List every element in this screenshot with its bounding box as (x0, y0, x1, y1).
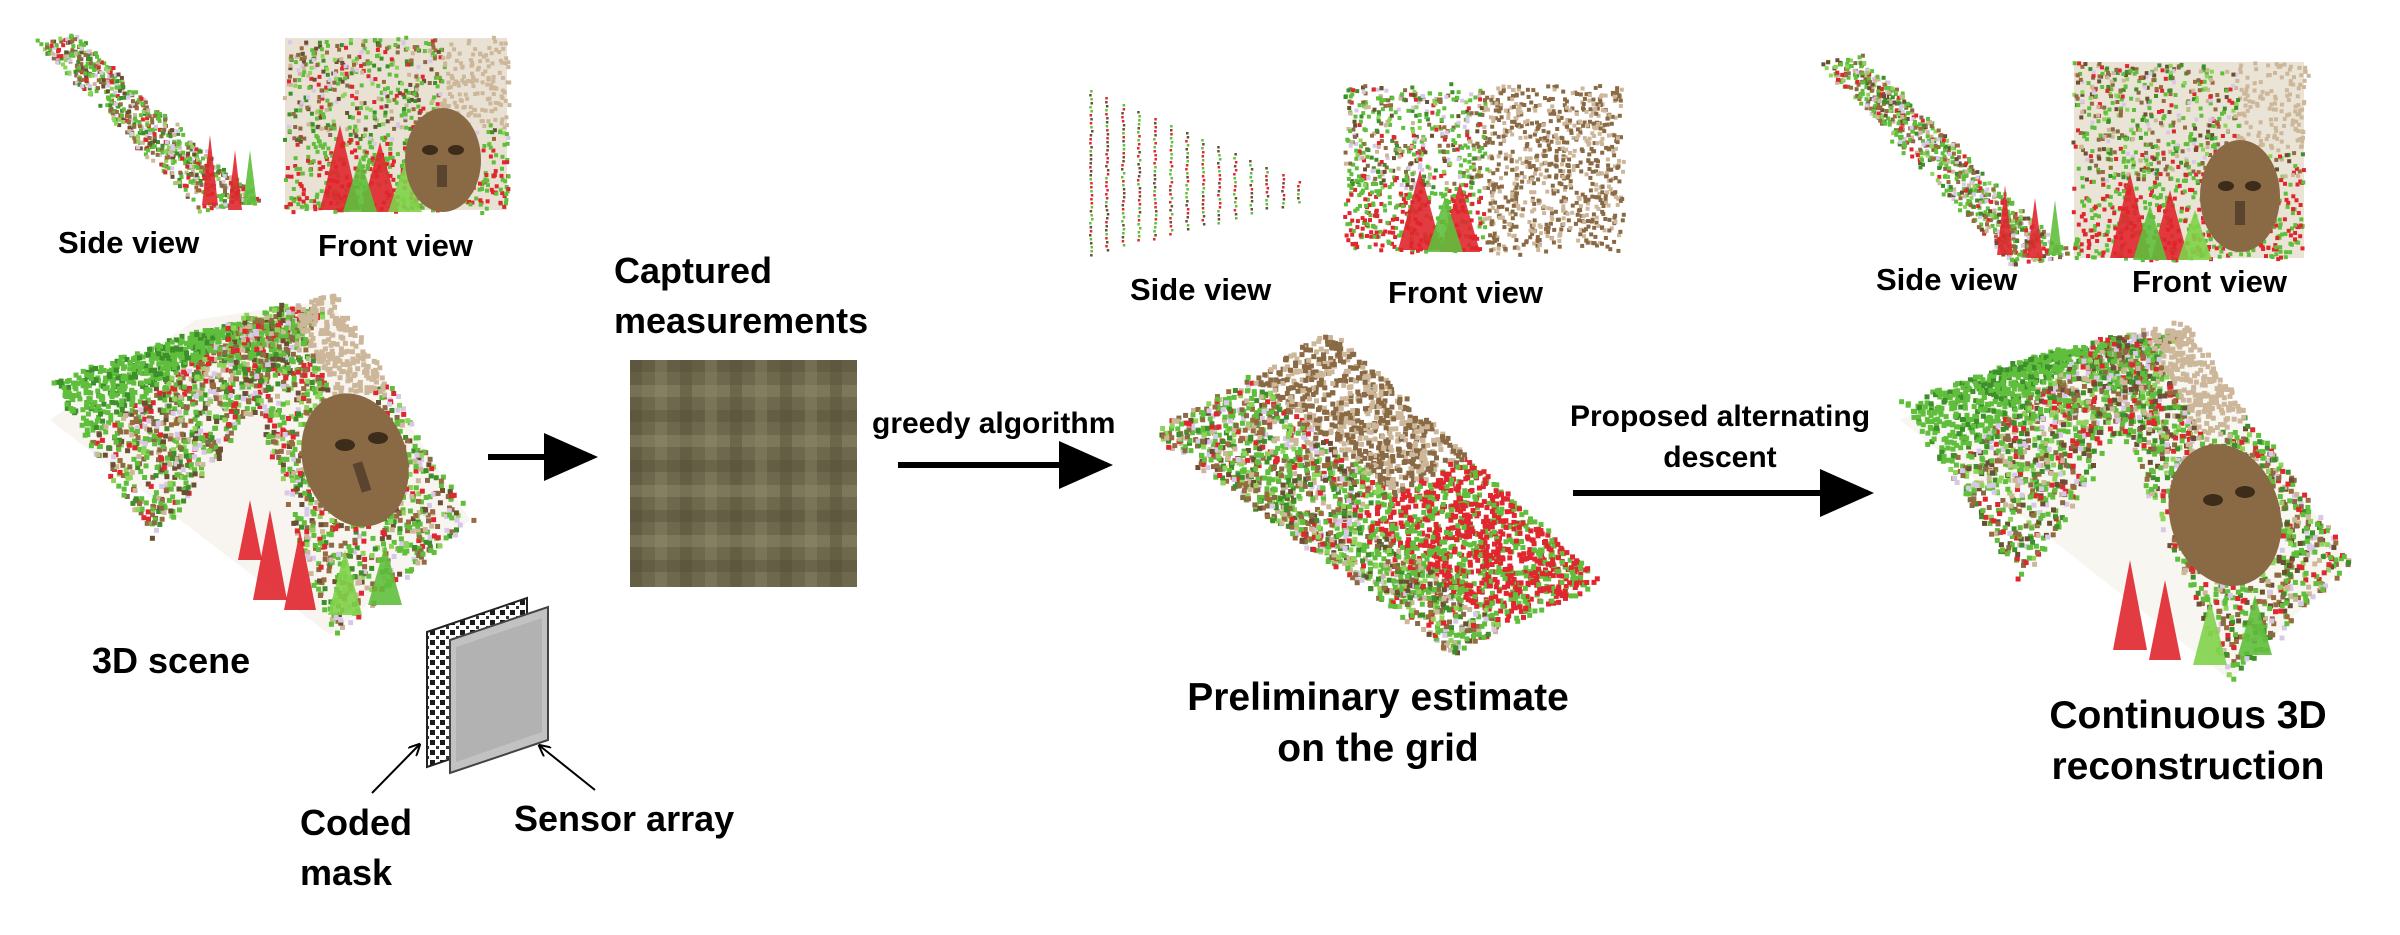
alternating-descent-label: Proposed alternating descent (1555, 396, 1885, 479)
measurements-title-line2: measurements (614, 300, 869, 342)
reconstruction-side-view-image (1821, 53, 2071, 267)
coded-mask-label-line2: mask (300, 852, 393, 894)
scene-front-view-image (282, 35, 512, 215)
mask-face (405, 108, 481, 212)
coded-mask-label: Coded mask (300, 798, 412, 899)
captured-measurements-image (630, 360, 857, 587)
coded-mask-label-line1: Coded (300, 802, 412, 843)
scene-title: 3D scene (92, 640, 251, 681)
measurements-title: Captured measurements (614, 246, 868, 347)
scene-mask-face (301, 393, 409, 527)
sensor-array-graphic (449, 605, 549, 775)
alternating-descent-label-line2: descent (1663, 441, 1777, 475)
scene-point-cloud (50, 293, 477, 636)
preliminary-side-view-label: Side view (1130, 272, 1272, 307)
preliminary-front-view-label: Front view (1388, 275, 1544, 310)
scene-side-view-label: Side view (58, 225, 200, 260)
reconstruction-front-view-label: Front view (2132, 264, 2288, 299)
preliminary-title-line1: Preliminary estimate (1187, 676, 1569, 719)
alternating-descent-label-line1: Proposed alternating (1569, 400, 1871, 433)
preliminary-grid-point-cloud (1159, 334, 1600, 656)
scene-front-view-label: Front view (318, 228, 474, 263)
reconstruction-title-line1: Continuous 3D (2049, 694, 2327, 737)
reconstruction-title-line2: reconstruction (2051, 745, 2325, 789)
preliminary-side-view-image (1089, 90, 1302, 257)
reconstruction-point-cloud (1899, 320, 2352, 682)
scene-side-view-image (35, 33, 261, 214)
sensor-array-pointer (540, 746, 596, 791)
greedy-algorithm-label: greedy algorithm (872, 407, 1116, 440)
reconstruction-side-view-label: Side view (1876, 262, 2018, 297)
sensor-array-label: Sensor array (514, 798, 735, 839)
reconstruction-title: Continuous 3D reconstruction (2008, 690, 2368, 793)
preliminary-title-line2: on the grid (1277, 727, 1479, 771)
preliminary-title: Preliminary estimate on the grid (1178, 672, 1578, 775)
measurements-title-line1: Captured (614, 250, 773, 291)
reconstruction-front-view-image (2071, 61, 2311, 263)
preliminary-front-view-image (1343, 82, 1626, 257)
coded-mask-pointer (371, 745, 419, 794)
